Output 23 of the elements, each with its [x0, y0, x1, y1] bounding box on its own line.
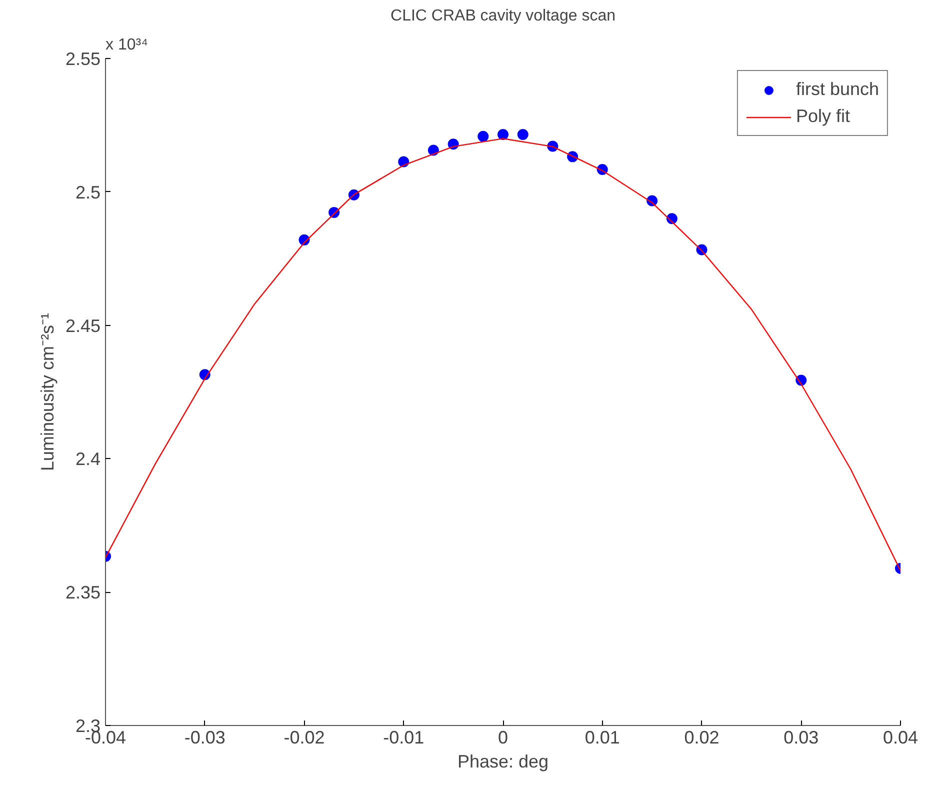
point	[498, 129, 508, 140]
legend-label: first bunch	[796, 79, 879, 100]
legend-label: Poly fit	[796, 106, 850, 127]
y-tick-label: 2.55	[65, 49, 101, 69]
x-tick-label: 0.02	[684, 728, 720, 748]
text: x 10³⁴	[106, 36, 148, 54]
y-tick-label: 2.45	[65, 316, 101, 336]
y-tick-label: 2.35	[65, 582, 101, 603]
x-tick-label: 0.01	[584, 728, 620, 748]
x-tick-label: -0.03	[184, 728, 226, 748]
x-tick-label: -0.01	[383, 728, 424, 748]
y-tick-label: 2.5	[75, 182, 101, 202]
point	[478, 130, 489, 142]
x-tick-label: -0.02	[284, 728, 325, 748]
x-tick-label: 0.03	[784, 728, 819, 748]
x-tick-label: 0	[498, 728, 508, 748]
point	[398, 156, 410, 168]
y-axis-title: Luminousity cm⁻²s⁻¹	[37, 312, 58, 472]
point	[517, 129, 528, 140]
chart-title: CLIC CRAB cavity voltage scan	[390, 8, 616, 24]
x-tick-label: 0.04	[882, 728, 918, 748]
x-axis-title: Phase: deg	[457, 752, 549, 772]
y-tick-label: 2.4	[75, 449, 101, 470]
